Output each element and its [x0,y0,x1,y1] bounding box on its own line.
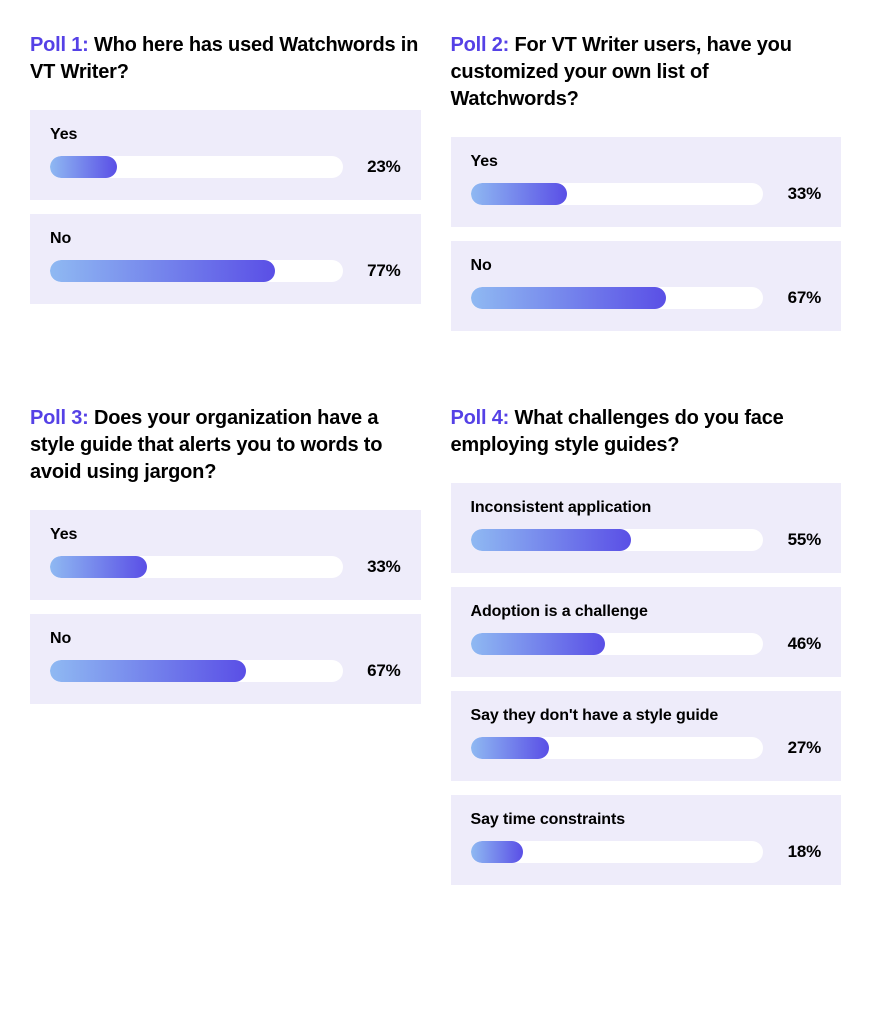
poll-title: Poll 2: For VT Writer users, have you cu… [451,32,842,113]
bar-track [471,183,764,205]
option-percent: 67% [779,288,821,308]
poll-prefix: Poll 3: [30,407,94,429]
bar-row: 23% [50,156,401,178]
bar-track [471,841,764,863]
bar-track [471,529,764,551]
bar-track [50,260,343,282]
option-label: No [50,630,401,648]
bar-row: 55% [471,529,822,551]
bar-track [471,737,764,759]
bar-row: 33% [50,556,401,578]
option-label: No [471,257,822,275]
option-percent: 27% [779,738,821,758]
bar-row: 77% [50,260,401,282]
option-percent: 77% [359,261,401,281]
bar-row: 46% [471,633,822,655]
polls-grid: Poll 1: Who here has used Watchwords in … [30,32,841,899]
bar-fill [471,737,550,759]
bar-track [50,660,343,682]
bar-fill [50,260,275,282]
bar-fill [471,633,606,655]
poll-option: No 67% [30,614,421,704]
option-percent: 33% [779,184,821,204]
option-percent: 46% [779,634,821,654]
option-percent: 67% [359,661,401,681]
poll-title: Poll 1: Who here has used Watchwords in … [30,32,421,86]
poll-option: Inconsistent application 55% [451,483,842,573]
bar-row: 33% [471,183,822,205]
bar-track [50,156,343,178]
poll-title: Poll 3: Does your organization have a st… [30,405,421,486]
option-label: Yes [50,526,401,544]
poll-prefix: Poll 1: [30,34,94,56]
bar-track [50,556,343,578]
poll-1: Poll 1: Who here has used Watchwords in … [30,32,421,345]
bar-fill [50,660,246,682]
bar-fill [50,156,117,178]
bar-row: 67% [471,287,822,309]
option-percent: 23% [359,157,401,177]
poll-2: Poll 2: For VT Writer users, have you cu… [451,32,842,345]
poll-option: Yes 23% [30,110,421,200]
option-percent: 33% [359,557,401,577]
poll-option: Say time constraints 18% [451,795,842,885]
poll-4: Poll 4: What challenges do you face empl… [451,405,842,899]
poll-prefix: Poll 2: [451,34,515,56]
poll-option: Yes 33% [30,510,421,600]
option-percent: 55% [779,530,821,550]
poll-prefix: Poll 4: [451,407,515,429]
option-label: Yes [471,153,822,171]
bar-fill [471,841,524,863]
poll-option: Adoption is a challenge 46% [451,587,842,677]
option-label: No [50,230,401,248]
bar-fill [471,183,568,205]
bar-track [471,287,764,309]
poll-option: No 67% [451,241,842,331]
option-label: Yes [50,126,401,144]
bar-fill [471,529,632,551]
poll-option: No 77% [30,214,421,304]
option-label: Inconsistent application [471,499,822,517]
bar-fill [471,287,667,309]
poll-3: Poll 3: Does your organization have a st… [30,405,421,899]
poll-option: Say they don't have a style guide 27% [451,691,842,781]
option-label: Say time constraints [471,811,822,829]
option-percent: 18% [779,842,821,862]
bar-track [471,633,764,655]
poll-option: Yes 33% [451,137,842,227]
poll-title: Poll 4: What challenges do you face empl… [451,405,842,459]
bar-row: 67% [50,660,401,682]
option-label: Say they don't have a style guide [471,707,822,725]
option-label: Adoption is a challenge [471,603,822,621]
bar-fill [50,556,147,578]
bar-row: 27% [471,737,822,759]
bar-row: 18% [471,841,822,863]
